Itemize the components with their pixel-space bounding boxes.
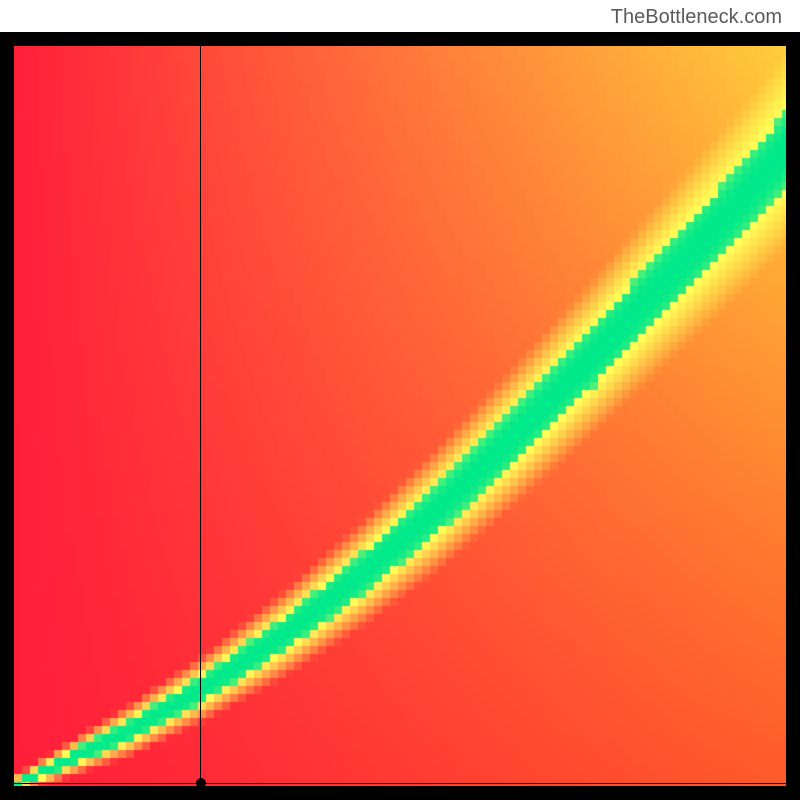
chart-frame-top [0,32,800,46]
chart-frame-left [0,32,14,800]
chart-frame-bottom [0,786,800,800]
chart-frame-right [786,32,800,800]
crosshair-dot [196,778,206,788]
bottleneck-heatmap [14,46,786,786]
watermark-text: TheBottleneck.com [611,6,782,29]
crosshair-vertical [200,46,201,786]
crosshair-horizontal [14,783,786,784]
